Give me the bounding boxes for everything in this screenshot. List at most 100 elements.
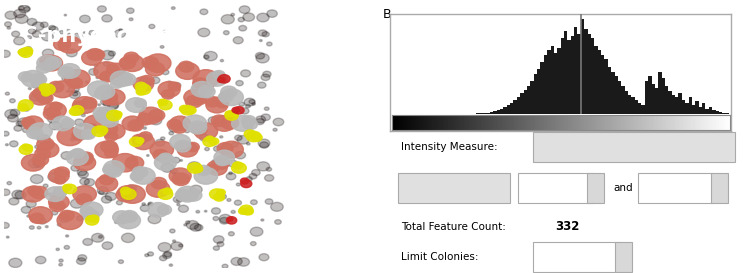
Circle shape <box>213 216 219 221</box>
Bar <box>645 81 648 114</box>
Circle shape <box>64 245 70 249</box>
Circle shape <box>65 235 69 237</box>
Circle shape <box>40 22 48 27</box>
Circle shape <box>176 186 199 202</box>
Bar <box>490 112 494 114</box>
Circle shape <box>38 226 41 229</box>
Circle shape <box>206 164 218 173</box>
Circle shape <box>68 78 82 88</box>
Circle shape <box>47 114 60 123</box>
Circle shape <box>106 110 122 121</box>
Circle shape <box>198 28 210 37</box>
Bar <box>652 84 655 114</box>
Circle shape <box>40 55 62 71</box>
Circle shape <box>172 123 187 133</box>
Circle shape <box>122 116 142 131</box>
Circle shape <box>244 130 256 138</box>
Circle shape <box>58 263 62 266</box>
Circle shape <box>97 126 108 134</box>
Bar <box>716 111 719 114</box>
Circle shape <box>240 108 249 114</box>
Circle shape <box>140 75 154 86</box>
FancyBboxPatch shape <box>398 173 510 203</box>
Circle shape <box>14 125 22 131</box>
Circle shape <box>177 142 198 157</box>
Circle shape <box>98 6 106 12</box>
Circle shape <box>158 81 180 97</box>
Circle shape <box>103 124 118 135</box>
Circle shape <box>78 171 88 178</box>
Bar <box>614 76 618 114</box>
Circle shape <box>53 38 70 51</box>
Circle shape <box>81 114 86 117</box>
Circle shape <box>58 36 82 53</box>
Circle shape <box>6 236 9 238</box>
Circle shape <box>150 116 162 125</box>
Circle shape <box>66 91 69 92</box>
Circle shape <box>72 92 78 96</box>
Circle shape <box>239 6 250 13</box>
Circle shape <box>24 7 30 11</box>
Circle shape <box>22 186 44 202</box>
Bar <box>496 110 500 114</box>
Circle shape <box>102 15 112 22</box>
Circle shape <box>226 217 237 224</box>
Circle shape <box>107 96 114 102</box>
Circle shape <box>0 50 10 57</box>
Circle shape <box>226 173 236 180</box>
Bar <box>628 95 632 114</box>
Circle shape <box>59 259 63 262</box>
Circle shape <box>209 189 224 199</box>
Circle shape <box>5 11 16 19</box>
Circle shape <box>158 189 172 199</box>
Circle shape <box>100 114 118 127</box>
Circle shape <box>116 200 122 205</box>
Circle shape <box>45 226 48 228</box>
Bar <box>560 38 564 114</box>
Circle shape <box>232 107 239 113</box>
Circle shape <box>8 114 18 122</box>
Bar <box>487 112 490 114</box>
Circle shape <box>217 242 224 247</box>
Circle shape <box>146 180 170 197</box>
Circle shape <box>18 49 26 55</box>
Circle shape <box>22 117 34 127</box>
Circle shape <box>214 236 224 243</box>
Circle shape <box>70 199 83 208</box>
Circle shape <box>57 223 62 226</box>
Circle shape <box>31 174 43 183</box>
Circle shape <box>130 158 136 162</box>
Circle shape <box>100 71 115 82</box>
Circle shape <box>2 131 9 136</box>
Circle shape <box>249 99 255 104</box>
Circle shape <box>29 226 34 229</box>
Circle shape <box>66 49 77 57</box>
Circle shape <box>28 159 41 168</box>
Bar <box>712 110 716 114</box>
Bar <box>550 46 554 114</box>
Circle shape <box>89 215 99 222</box>
Circle shape <box>216 99 229 108</box>
Circle shape <box>164 188 172 194</box>
Bar <box>598 50 601 114</box>
Circle shape <box>104 132 118 141</box>
Circle shape <box>205 210 207 212</box>
Circle shape <box>103 123 125 139</box>
Circle shape <box>194 123 217 140</box>
Circle shape <box>221 15 234 24</box>
Circle shape <box>187 143 200 152</box>
Circle shape <box>94 64 98 67</box>
Text: ▴: ▴ <box>622 247 626 253</box>
Circle shape <box>99 190 104 194</box>
Text: ⌄: ⌄ <box>712 143 722 152</box>
Circle shape <box>50 26 58 32</box>
Circle shape <box>74 123 96 139</box>
Circle shape <box>29 89 52 105</box>
Circle shape <box>273 118 284 126</box>
Circle shape <box>160 46 164 48</box>
Circle shape <box>214 150 235 165</box>
Circle shape <box>80 124 83 127</box>
Circle shape <box>193 123 197 127</box>
Circle shape <box>188 121 207 134</box>
Circle shape <box>80 152 93 162</box>
